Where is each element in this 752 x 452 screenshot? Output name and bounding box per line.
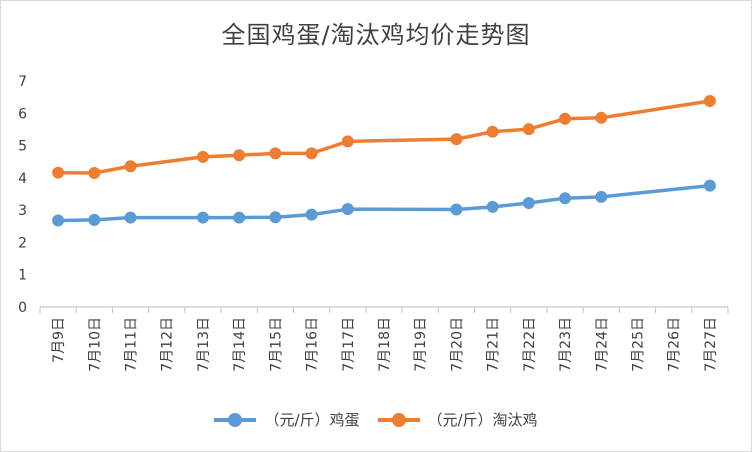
legend-item: （元/斤）淘汰鸡 — [377, 409, 538, 430]
data-point — [88, 167, 101, 180]
x-tick-label: 7月15日 — [268, 317, 284, 372]
y-tick-label: 0 — [18, 300, 27, 316]
x-tick-label: 7月24日 — [594, 317, 610, 372]
x-tick-label: 7月22日 — [522, 317, 538, 372]
data-point — [450, 133, 463, 146]
data-point — [196, 211, 209, 224]
legend-swatch — [214, 412, 257, 427]
x-tick-label: 7月16日 — [305, 317, 321, 372]
data-point — [522, 197, 535, 210]
x-tick-label: 7月9日 — [51, 317, 67, 363]
data-point — [595, 190, 608, 203]
legend-item: （元/斤）鸡蛋 — [214, 409, 360, 430]
chart-legend: （元/斤）鸡蛋 （元/斤）淘汰鸡 — [1, 409, 751, 430]
legend-swatch-marker — [228, 412, 243, 427]
legend-label: （元/斤）鸡蛋 — [264, 411, 360, 429]
data-point — [233, 211, 246, 224]
data-point — [486, 200, 499, 213]
data-point — [486, 125, 499, 138]
data-point — [233, 149, 246, 162]
data-point — [305, 208, 318, 221]
series-line-1 — [56, 99, 712, 175]
data-point — [341, 135, 354, 148]
x-tick-label: 7月12日 — [160, 317, 176, 372]
x-tick-label: 7月17日 — [341, 317, 357, 372]
x-tick-label: 7月25日 — [630, 317, 646, 372]
x-tick-label: 7月18日 — [377, 317, 393, 372]
x-tick-label: 7月27日 — [703, 317, 719, 372]
legend-label: （元/斤）淘汰鸡 — [427, 411, 538, 429]
y-tick-label: 7 — [18, 74, 27, 90]
data-point — [703, 179, 716, 192]
data-point — [52, 166, 65, 179]
y-tick-label: 2 — [18, 235, 27, 251]
data-point — [703, 95, 716, 108]
x-tick-label: 7月19日 — [413, 317, 429, 372]
x-tick-label: 7月13日 — [196, 317, 212, 372]
x-tick-label: 7月10日 — [87, 317, 103, 372]
legend-swatch-marker — [391, 412, 406, 427]
data-point — [269, 211, 282, 224]
y-tick-label: 6 — [18, 106, 27, 122]
y-tick-label: 5 — [18, 139, 27, 155]
data-point — [522, 123, 535, 136]
data-point — [341, 203, 354, 216]
series-line-0 — [56, 183, 712, 223]
x-tick-label: 7月14日 — [232, 317, 248, 372]
x-tick-label: 7月21日 — [486, 317, 502, 372]
x-tick-label: 7月23日 — [558, 317, 574, 372]
y-tick-label: 1 — [18, 268, 27, 284]
data-point — [305, 147, 318, 160]
data-point — [559, 112, 572, 125]
data-point — [124, 160, 137, 173]
x-tick-label: 7月11日 — [124, 317, 140, 372]
data-point — [450, 203, 463, 216]
data-point — [595, 111, 608, 124]
chart-title: 全国鸡蛋/淘汰鸡均价走势图 — [221, 21, 531, 49]
x-tick-label: 7月20日 — [449, 317, 465, 372]
x-tick-label: 7月26日 — [667, 317, 683, 372]
data-point — [559, 192, 572, 205]
y-tick-label: 4 — [18, 171, 27, 187]
data-point — [269, 147, 282, 160]
data-point — [124, 211, 137, 224]
data-point — [196, 150, 209, 163]
legend-swatch — [377, 412, 420, 427]
y-tick-label: 3 — [18, 203, 27, 219]
data-point — [52, 214, 65, 227]
data-point — [88, 213, 101, 226]
